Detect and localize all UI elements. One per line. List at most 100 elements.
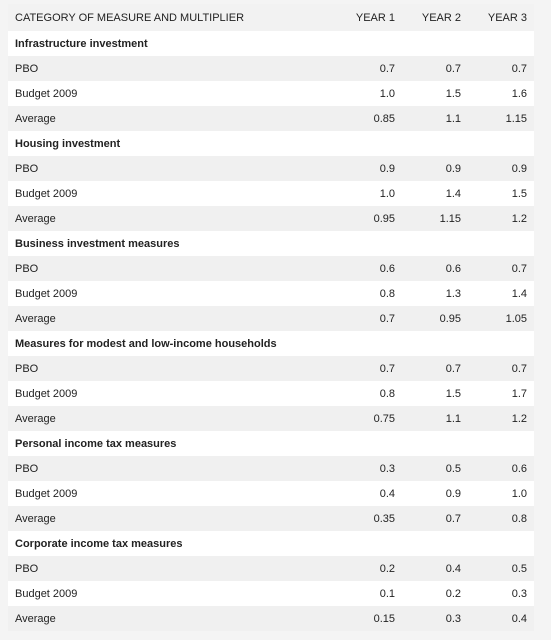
- row-label: Budget 2009: [8, 581, 336, 606]
- section-title: Business investment measures: [8, 231, 534, 256]
- value-cell: 1.2: [468, 206, 534, 231]
- row-label: Budget 2009: [8, 481, 336, 506]
- row-label: Budget 2009: [8, 81, 336, 106]
- value-cell: 0.8: [336, 281, 402, 306]
- value-cell: 1.5: [402, 381, 468, 406]
- value-cell: 1.7: [468, 381, 534, 406]
- value-cell: 0.15: [336, 606, 402, 631]
- row-label: Average: [8, 306, 336, 331]
- row-label: Average: [8, 506, 336, 531]
- data-row: Budget 2009 1.0 1.4 1.5: [8, 181, 534, 206]
- value-cell: 0.75: [336, 406, 402, 431]
- row-label: Average: [8, 606, 336, 631]
- value-cell: 1.2: [468, 406, 534, 431]
- section-row: Infrastructure investment: [8, 31, 534, 56]
- value-cell: 0.3: [336, 456, 402, 481]
- value-cell: 0.35: [336, 506, 402, 531]
- value-cell: 0.6: [468, 456, 534, 481]
- value-cell: 0.7: [336, 356, 402, 381]
- data-row: Average 0.7 0.95 1.05: [8, 306, 534, 331]
- value-cell: 0.85: [336, 106, 402, 131]
- value-cell: 0.7: [468, 256, 534, 281]
- row-label: PBO: [8, 156, 336, 181]
- value-cell: 1.6: [468, 81, 534, 106]
- value-cell: 1.0: [468, 481, 534, 506]
- value-cell: 1.0: [336, 81, 402, 106]
- value-cell: 0.5: [402, 456, 468, 481]
- header-cell: YEAR 3: [468, 4, 534, 31]
- row-label: Budget 2009: [8, 381, 336, 406]
- value-cell: 1.1: [402, 406, 468, 431]
- value-cell: 1.15: [468, 106, 534, 131]
- section-title: Personal income tax measures: [8, 431, 534, 456]
- value-cell: 0.7: [402, 506, 468, 531]
- value-cell: 0.6: [336, 256, 402, 281]
- data-row: Average 0.85 1.1 1.15: [8, 106, 534, 131]
- section-row: Personal income tax measures: [8, 431, 534, 456]
- value-cell: 0.95: [336, 206, 402, 231]
- row-label: Average: [8, 406, 336, 431]
- section-row: Corporate income tax measures: [8, 531, 534, 556]
- data-row: PBO 0.9 0.9 0.9: [8, 156, 534, 181]
- row-label: PBO: [8, 456, 336, 481]
- value-cell: 0.2: [336, 556, 402, 581]
- data-row: Average 0.75 1.1 1.2: [8, 406, 534, 431]
- section-row: Housing investment: [8, 131, 534, 156]
- value-cell: 0.9: [468, 156, 534, 181]
- header-cell: CATEGORY OF MEASURE AND MULTIPLIER: [8, 4, 336, 31]
- data-row: PBO 0.7 0.7 0.7: [8, 56, 534, 81]
- value-cell: 0.7: [336, 306, 402, 331]
- value-cell: 0.8: [336, 381, 402, 406]
- section-row: Measures for modest and low-income house…: [8, 331, 534, 356]
- value-cell: 0.8: [468, 506, 534, 531]
- row-label: PBO: [8, 556, 336, 581]
- data-row: Budget 2009 0.4 0.9 1.0: [8, 481, 534, 506]
- value-cell: 0.95: [402, 306, 468, 331]
- data-row: Average 0.95 1.15 1.2: [8, 206, 534, 231]
- value-cell: 0.7: [336, 56, 402, 81]
- data-row: Average 0.15 0.3 0.4: [8, 606, 534, 631]
- value-cell: 0.2: [402, 581, 468, 606]
- header-cell: YEAR 2: [402, 4, 468, 31]
- data-row: Budget 2009 0.8 1.3 1.4: [8, 281, 534, 306]
- value-cell: 0.9: [402, 481, 468, 506]
- value-cell: 1.05: [468, 306, 534, 331]
- row-label: Budget 2009: [8, 181, 336, 206]
- data-row: Average 0.35 0.7 0.8: [8, 506, 534, 531]
- value-cell: 0.4: [468, 606, 534, 631]
- data-row: Budget 2009 0.8 1.5 1.7: [8, 381, 534, 406]
- table-body: Infrastructure investment PBO 0.7 0.7 0.7 Bud…: [8, 31, 534, 631]
- value-cell: 0.6: [402, 256, 468, 281]
- row-label: PBO: [8, 356, 336, 381]
- value-cell: 0.3: [402, 606, 468, 631]
- value-cell: 0.7: [402, 56, 468, 81]
- data-row: Budget 2009 1.0 1.5 1.6: [8, 81, 534, 106]
- value-cell: 1.1: [402, 106, 468, 131]
- data-row: PBO 0.2 0.4 0.5: [8, 556, 534, 581]
- section-title: Corporate income tax measures: [8, 531, 534, 556]
- header-cell: YEAR 1: [336, 4, 402, 31]
- value-cell: 1.3: [402, 281, 468, 306]
- value-cell: 0.1: [336, 581, 402, 606]
- value-cell: 1.5: [468, 181, 534, 206]
- value-cell: 0.7: [468, 356, 534, 381]
- section-title: Measures for modest and low-income house…: [8, 331, 534, 356]
- value-cell: 1.4: [402, 181, 468, 206]
- value-cell: 0.4: [336, 481, 402, 506]
- data-row: Budget 2009 0.1 0.2 0.3: [8, 581, 534, 606]
- value-cell: 0.9: [402, 156, 468, 181]
- row-label: PBO: [8, 256, 336, 281]
- section-title: Housing investment: [8, 131, 534, 156]
- value-cell: 0.3: [468, 581, 534, 606]
- value-cell: 0.9: [336, 156, 402, 181]
- value-cell: 1.0: [336, 181, 402, 206]
- value-cell: 1.4: [468, 281, 534, 306]
- section-row: Business investment measures: [8, 231, 534, 256]
- value-cell: 0.5: [468, 556, 534, 581]
- value-cell: 0.7: [468, 56, 534, 81]
- multiplier-table: CATEGORY OF MEASURE AND MULTIPLIER YEAR …: [8, 4, 534, 631]
- data-row: PBO 0.3 0.5 0.6: [8, 456, 534, 481]
- value-cell: 1.5: [402, 81, 468, 106]
